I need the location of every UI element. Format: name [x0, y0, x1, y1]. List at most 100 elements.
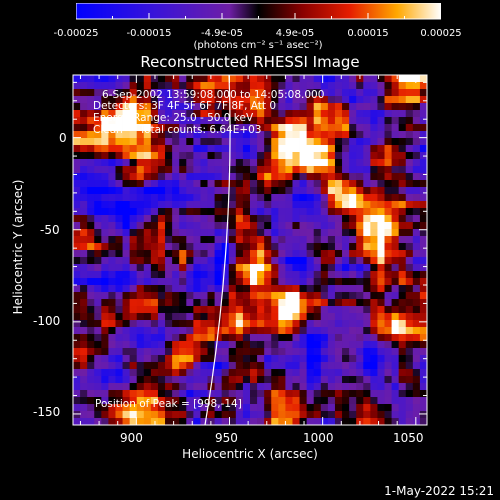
heatmap-cell [80, 334, 88, 342]
heatmap-cell [94, 299, 102, 307]
heatmap-cell [157, 250, 166, 258]
heatmap-cell [377, 376, 385, 384]
heatmap-cell [349, 334, 357, 342]
heatmap-cell [87, 411, 95, 419]
heatmap-cell [165, 341, 173, 349]
heatmap-cell [221, 201, 230, 209]
heatmap-cell [129, 159, 138, 167]
heatmap-cell [271, 194, 279, 202]
heatmap-cell [115, 180, 123, 188]
heatmap-cell [363, 201, 371, 209]
heatmap-cell [94, 110, 102, 118]
heatmap-cell [221, 75, 230, 83]
heatmap-cell [228, 215, 237, 223]
heatmap-cell [193, 285, 201, 293]
heatmap-cell [257, 383, 265, 391]
heatmap-cell [313, 362, 322, 370]
heatmap-cell [115, 390, 123, 398]
heatmap-cell [122, 320, 131, 328]
heatmap-cell [87, 89, 95, 97]
heatmap-cell [115, 334, 123, 342]
heatmap-cell [80, 257, 88, 265]
heatmap-cell [115, 376, 123, 384]
heatmap-cell [349, 264, 357, 272]
heatmap-cell [150, 411, 159, 419]
heatmap-cell [306, 390, 315, 398]
heatmap-cell [377, 257, 385, 265]
heatmap-cell [207, 138, 215, 146]
heatmap-cell [363, 208, 371, 216]
heatmap-cell [200, 173, 208, 181]
heatmap-cell [285, 201, 293, 209]
heatmap-cell [257, 404, 265, 412]
heatmap-cell [193, 75, 201, 83]
heatmap-cell [334, 418, 343, 426]
heatmap-cell [320, 285, 329, 293]
heatmap-cell [327, 292, 336, 300]
heatmap-cell [391, 215, 400, 223]
heatmap-cell [264, 411, 272, 419]
heatmap-cell [320, 320, 329, 328]
heatmap-cell [264, 257, 272, 265]
heatmap-cell [363, 383, 371, 391]
heatmap-cell [94, 187, 102, 195]
heatmap-cell [264, 229, 272, 237]
heatmap-cell [320, 299, 329, 307]
heatmap-cell [101, 390, 109, 398]
heatmap-cell [342, 299, 350, 307]
heatmap-cell [313, 187, 322, 195]
heatmap-cell [200, 278, 208, 286]
heatmap-cell [412, 222, 421, 230]
heatmap-cell [285, 145, 293, 153]
heatmap-cell [384, 208, 392, 216]
heatmap-cell [129, 285, 138, 293]
heatmap-cell [172, 397, 180, 405]
heatmap-cell [228, 397, 237, 405]
heatmap-cell [264, 313, 272, 321]
heatmap-cell [186, 110, 194, 118]
heatmap-cell [136, 187, 145, 195]
heatmap-cell [363, 418, 371, 426]
heatmap-cell [412, 411, 421, 419]
heatmap-cell [136, 390, 145, 398]
heatmap-cell [306, 208, 315, 216]
heatmap-cell [264, 341, 272, 349]
heatmap-cell [412, 383, 421, 391]
heatmap-cell [370, 138, 378, 146]
heatmap-cell [221, 96, 230, 104]
heatmap-cell [292, 180, 300, 188]
heatmap-cell [235, 383, 244, 391]
heatmap-cell [250, 89, 258, 97]
heatmap-cell [285, 236, 293, 244]
heatmap-cell [349, 82, 357, 90]
heatmap-cell [80, 369, 88, 377]
heatmap-cell [186, 229, 194, 237]
heatmap-cell [179, 145, 187, 153]
heatmap-cell [271, 201, 279, 209]
heatmap-cell [179, 187, 187, 195]
heatmap-cell [320, 341, 329, 349]
heatmap-cell [179, 243, 187, 251]
heatmap-cell [377, 362, 385, 370]
heatmap-cell [271, 243, 279, 251]
heatmap-cell [143, 376, 152, 384]
heatmap-cell [122, 306, 131, 314]
heatmap-cell [186, 159, 194, 167]
heatmap-cell [157, 89, 166, 97]
heatmap-cell [412, 89, 421, 97]
heatmap-cell [342, 117, 350, 125]
heatmap-cell [419, 348, 428, 356]
heatmap-cell [193, 166, 201, 174]
heatmap-cell [228, 131, 237, 139]
heatmap-cell [342, 89, 350, 97]
heatmap-cell [391, 320, 400, 328]
heatmap-cell [264, 278, 272, 286]
heatmap-cell [87, 82, 95, 90]
heatmap-cell [80, 159, 88, 167]
heatmap-cell [419, 215, 428, 223]
heatmap-cell [342, 411, 350, 419]
heatmap-cell [87, 201, 95, 209]
heatmap-cell [129, 334, 138, 342]
heatmap-cell [363, 110, 371, 118]
heatmap-cell [285, 194, 293, 202]
